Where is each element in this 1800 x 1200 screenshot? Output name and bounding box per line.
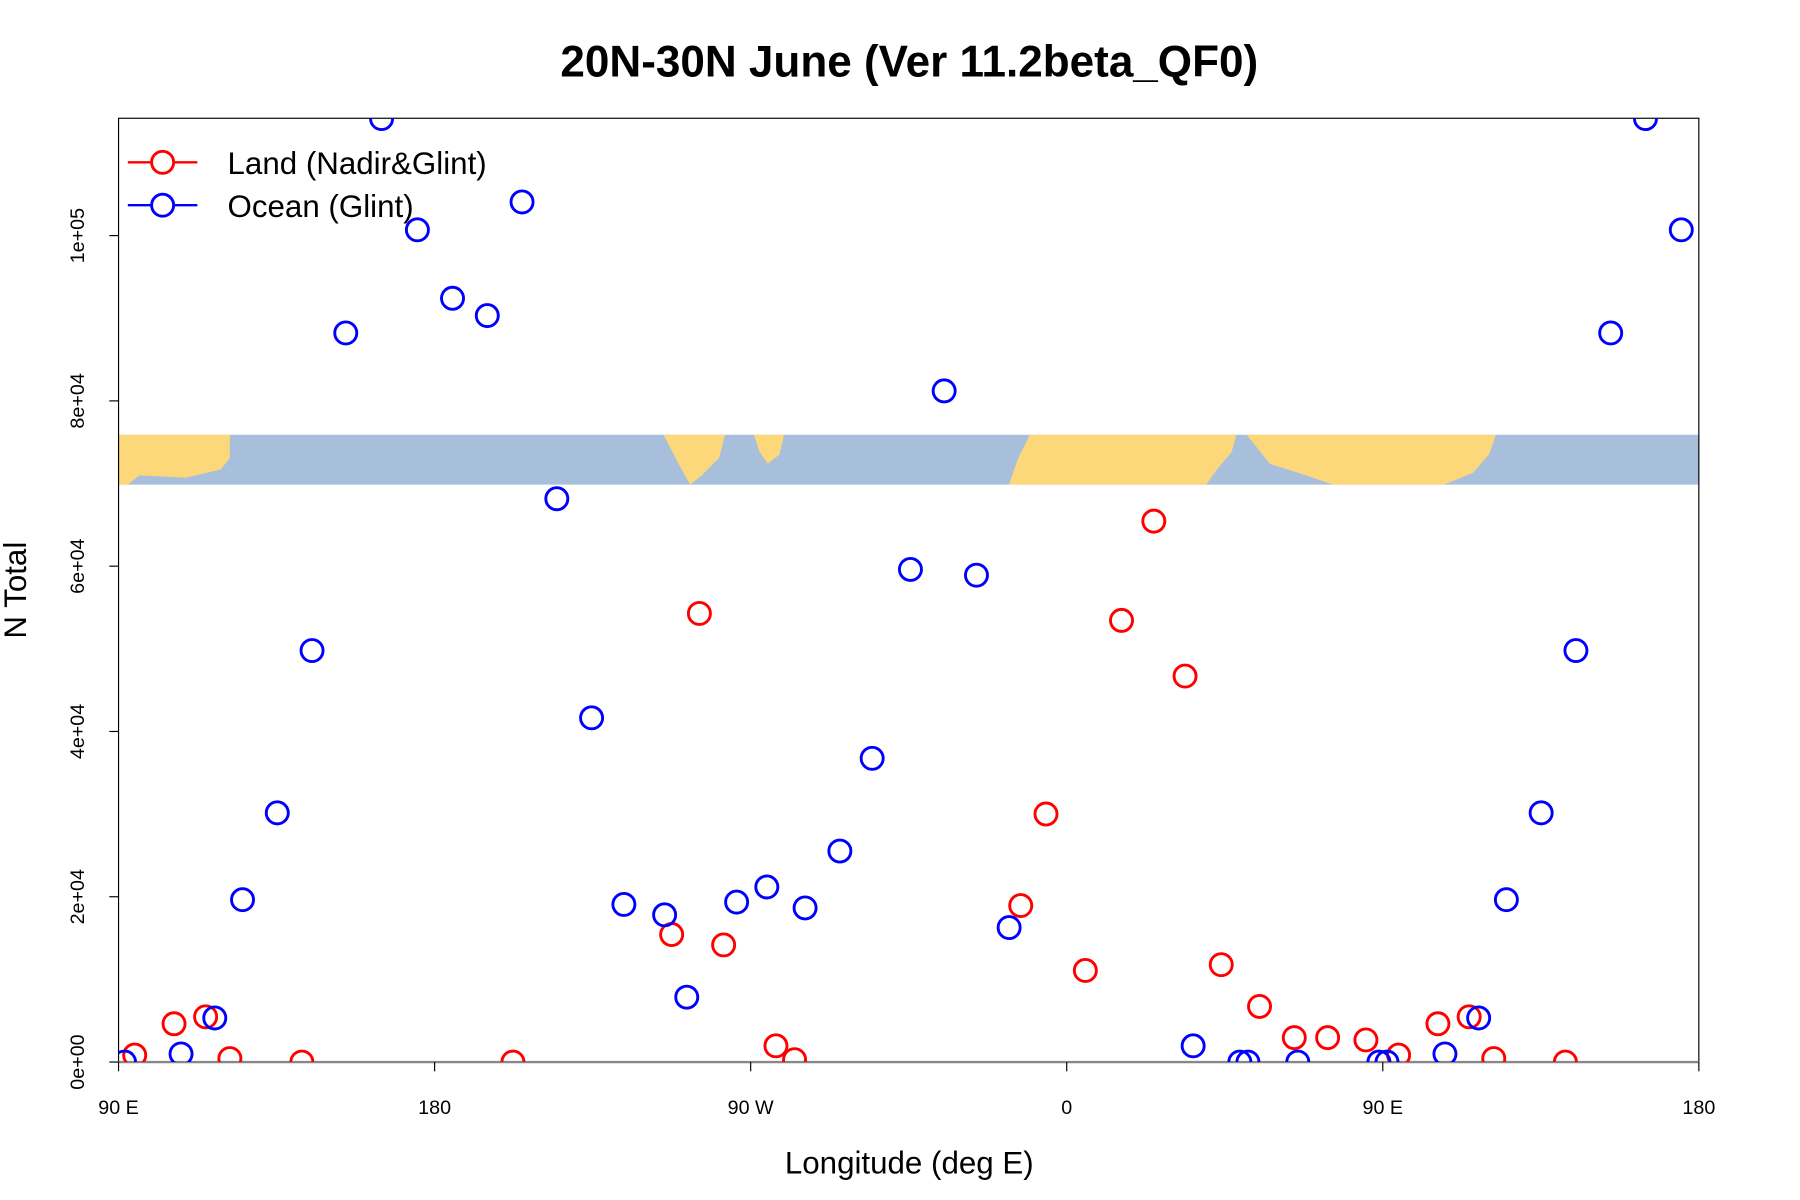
legend-marker [150,149,176,175]
y-axis-label: N Total [0,542,33,639]
x-tick-label: 180 [418,1097,451,1119]
point [333,320,359,346]
point [1033,801,1059,827]
point [763,1033,789,1059]
point [724,889,750,915]
point [1180,1033,1206,1059]
point [611,891,637,917]
legend-label: Land (Nadir&Glint) [228,146,487,181]
y-tick-label: 1e+05 [67,208,89,263]
chart-title: 20N-30N June (Ver 11.2beta_QF0) [560,38,1258,87]
y-tick-label: 2e+04 [67,869,89,924]
point [230,887,255,913]
point [1247,993,1272,1019]
point [1493,887,1519,913]
x-tick-label: 180 [1682,1097,1715,1119]
land-shape [663,434,725,485]
point [782,1047,808,1063]
point [1227,1049,1253,1063]
legend: Land (Nadir&Glint) Ocean (Glint) [127,146,487,224]
point [1315,1025,1341,1051]
point [674,984,700,1010]
point [827,838,853,864]
point [1466,1005,1492,1031]
point [440,285,465,311]
x-tick-label: 90 E [1363,1097,1404,1119]
point [404,217,430,243]
point [299,638,325,664]
point [1208,952,1234,978]
point [579,705,605,731]
point [264,800,290,826]
point [686,600,712,626]
point [161,1011,187,1037]
land-shape [1008,434,1237,485]
point [1432,1041,1458,1063]
point [964,562,989,588]
point [1281,1025,1307,1051]
point [1425,1011,1451,1037]
point [931,378,957,404]
y-tick-label: 8e+04 [67,373,89,428]
y-tick-label: 4e+04 [67,704,89,759]
point [859,745,885,771]
point [202,1005,228,1031]
point [1353,1027,1379,1053]
x-tick-label: 0 [1061,1097,1072,1119]
points [118,118,1694,1063]
point [544,486,570,512]
point [1598,320,1624,346]
point [996,915,1022,941]
point [1008,893,1034,919]
x-tick-label: 90 W [728,1097,774,1119]
map-strip [118,434,1699,485]
point [1552,1049,1578,1063]
point [122,1042,148,1063]
plot-frame [117,117,1700,1063]
point [652,902,678,928]
point [711,932,737,958]
point [1668,217,1694,243]
x-tick-label: 90 E [98,1097,139,1119]
point [217,1046,243,1063]
point [1366,1049,1392,1063]
point [193,1004,219,1030]
point [1633,118,1658,132]
point [754,874,780,900]
y-tick-label: 6e+04 [67,538,89,593]
land-shape [1246,434,1496,485]
point [792,895,818,921]
point [1109,607,1134,633]
point [289,1049,315,1063]
point [369,118,395,132]
legend-label: Ocean (Glint) [228,189,414,224]
point [1141,508,1167,534]
point [1072,957,1098,983]
point [1285,1049,1311,1063]
legend-marker [150,192,176,218]
land-shape [118,434,230,485]
point [1481,1046,1507,1063]
point [1563,638,1589,664]
point [168,1041,194,1063]
x-axis-label: Longitude (deg E) [785,1145,1034,1180]
land-shape [753,434,785,464]
point [1528,800,1554,826]
point [1172,663,1198,689]
point [1235,1049,1261,1063]
point [509,189,535,215]
point [118,1049,137,1063]
point [474,303,500,329]
point [1374,1049,1400,1063]
point [1456,1004,1482,1030]
point [897,556,923,582]
y-tick-label: 0e+00 [67,1034,89,1089]
point [500,1049,526,1063]
